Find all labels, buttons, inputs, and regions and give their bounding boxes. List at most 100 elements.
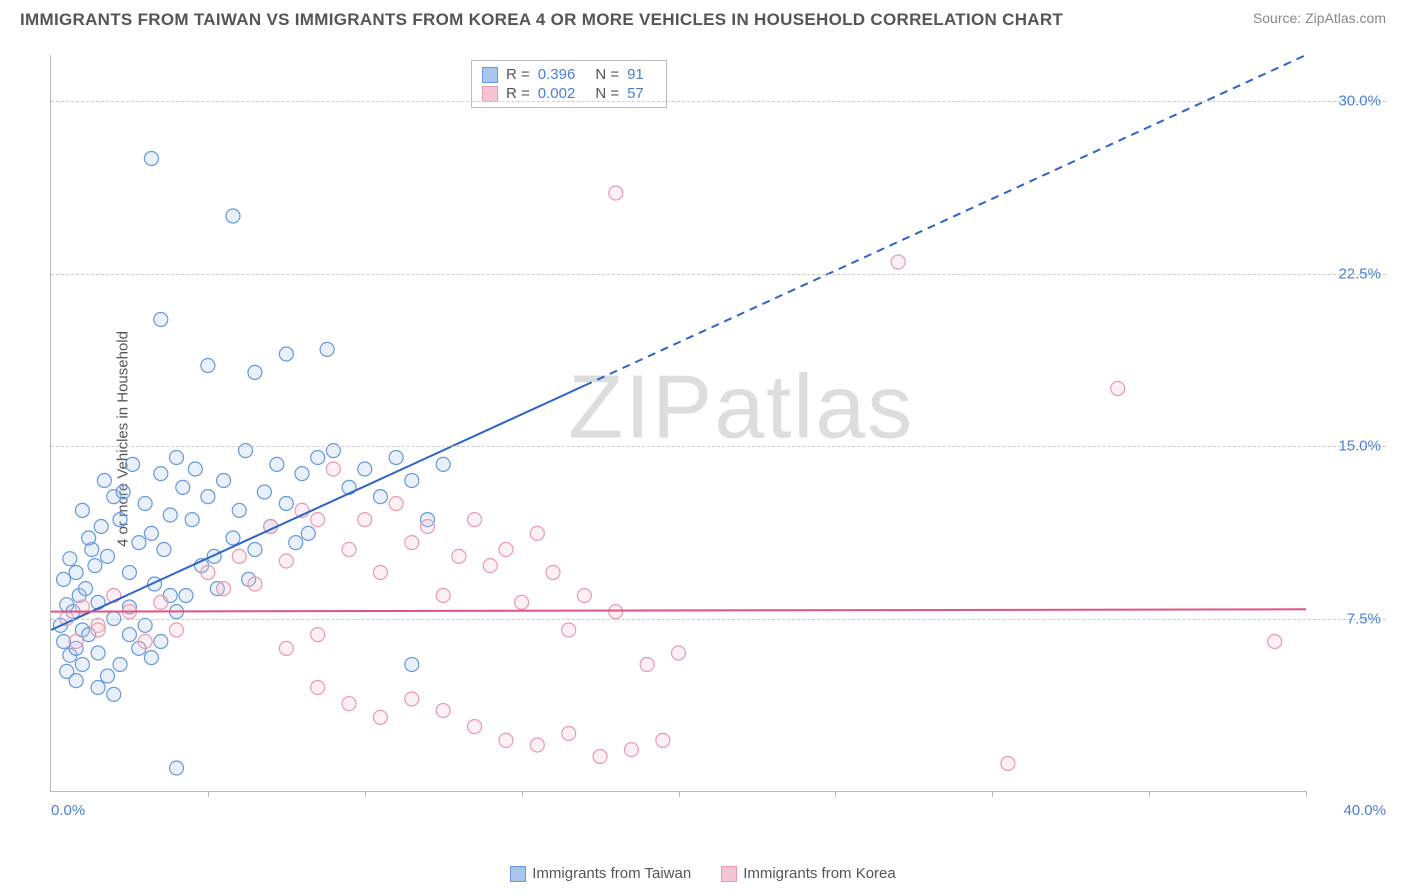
- data-point: [326, 462, 340, 476]
- data-point: [157, 543, 171, 557]
- x-axis-max-label: 40.0%: [1343, 802, 1386, 819]
- legend-label: Immigrants from Korea: [743, 865, 896, 882]
- plot-area: ZIPatlas R =0.396N =91R =0.002N =57 0.0%…: [50, 55, 1306, 792]
- data-point: [69, 635, 83, 649]
- x-tick: [1306, 791, 1307, 797]
- legend-swatch: [510, 866, 526, 882]
- data-point: [113, 513, 127, 527]
- scatter-svg: [51, 55, 1306, 791]
- data-point: [82, 531, 96, 545]
- x-axis-min-label: 0.0%: [51, 802, 85, 819]
- data-point: [468, 513, 482, 527]
- data-point: [311, 451, 325, 465]
- data-point: [311, 628, 325, 642]
- data-point: [154, 467, 168, 481]
- data-point: [640, 658, 654, 672]
- data-point: [144, 651, 158, 665]
- data-point: [468, 720, 482, 734]
- data-point: [389, 497, 403, 511]
- data-point: [179, 589, 193, 603]
- data-point: [97, 474, 111, 488]
- data-point: [122, 566, 136, 580]
- data-point: [373, 490, 387, 504]
- y-tick-label: 22.5%: [1338, 265, 1381, 282]
- gridline-horizontal: [51, 446, 1386, 447]
- data-point: [530, 526, 544, 540]
- data-point: [452, 549, 466, 563]
- data-point: [891, 255, 905, 269]
- data-point: [201, 490, 215, 504]
- legend-item: Immigrants from Korea: [721, 865, 896, 882]
- legend-item: Immigrants from Taiwan: [510, 865, 691, 882]
- data-point: [279, 641, 293, 655]
- data-point: [138, 618, 152, 632]
- data-point: [577, 589, 591, 603]
- data-point: [138, 635, 152, 649]
- data-point: [232, 549, 246, 563]
- x-tick: [1149, 791, 1150, 797]
- data-point: [289, 536, 303, 550]
- data-point: [91, 623, 105, 637]
- y-tick-label: 7.5%: [1347, 610, 1381, 627]
- data-point: [656, 733, 670, 747]
- data-point: [373, 710, 387, 724]
- data-point: [88, 559, 102, 573]
- x-tick: [835, 791, 836, 797]
- data-point: [154, 313, 168, 327]
- data-point: [63, 552, 77, 566]
- trend-line-dashed: [584, 55, 1306, 386]
- chart-container: 4 or more Vehicles in Household ZIPatlas…: [50, 55, 1386, 822]
- data-point: [405, 536, 419, 550]
- source-attribution: Source: ZipAtlas.com: [1253, 10, 1386, 26]
- data-point: [201, 359, 215, 373]
- data-point: [342, 543, 356, 557]
- data-point: [515, 595, 529, 609]
- data-point: [530, 738, 544, 752]
- n-value: 91: [627, 66, 644, 83]
- trend-line-solid: [51, 386, 584, 630]
- legend-swatch: [721, 866, 737, 882]
- data-point: [279, 347, 293, 361]
- data-point: [342, 480, 356, 494]
- data-point: [91, 646, 105, 660]
- data-point: [546, 566, 560, 580]
- data-point: [279, 554, 293, 568]
- data-point: [1111, 382, 1125, 396]
- data-point: [113, 658, 127, 672]
- data-point: [94, 520, 108, 534]
- gridline-horizontal: [51, 274, 1386, 275]
- data-point: [672, 646, 686, 660]
- data-point: [389, 451, 403, 465]
- data-point: [248, 543, 262, 557]
- data-point: [154, 595, 168, 609]
- x-tick: [208, 791, 209, 797]
- data-point: [170, 761, 184, 775]
- data-point: [295, 467, 309, 481]
- data-point: [279, 497, 293, 511]
- data-point: [1001, 756, 1015, 770]
- n-label: N =: [595, 85, 619, 102]
- data-point: [176, 480, 190, 494]
- r-value: 0.002: [538, 85, 576, 102]
- data-point: [154, 635, 168, 649]
- data-point: [358, 462, 372, 476]
- data-point: [301, 526, 315, 540]
- data-point: [311, 513, 325, 527]
- data-point: [226, 209, 240, 223]
- chart-title: IMMIGRANTS FROM TAIWAN VS IMMIGRANTS FRO…: [20, 10, 1063, 30]
- data-point: [126, 457, 140, 471]
- data-point: [163, 508, 177, 522]
- data-point: [100, 669, 114, 683]
- data-point: [185, 513, 199, 527]
- data-point: [593, 750, 607, 764]
- x-tick: [992, 791, 993, 797]
- data-point: [100, 549, 114, 563]
- legend-label: Immigrants from Taiwan: [532, 865, 691, 882]
- data-point: [1268, 635, 1282, 649]
- gridline-horizontal: [51, 619, 1386, 620]
- r-label: R =: [506, 85, 530, 102]
- data-point: [436, 457, 450, 471]
- data-point: [499, 733, 513, 747]
- gridline-horizontal: [51, 101, 1386, 102]
- data-point: [562, 727, 576, 741]
